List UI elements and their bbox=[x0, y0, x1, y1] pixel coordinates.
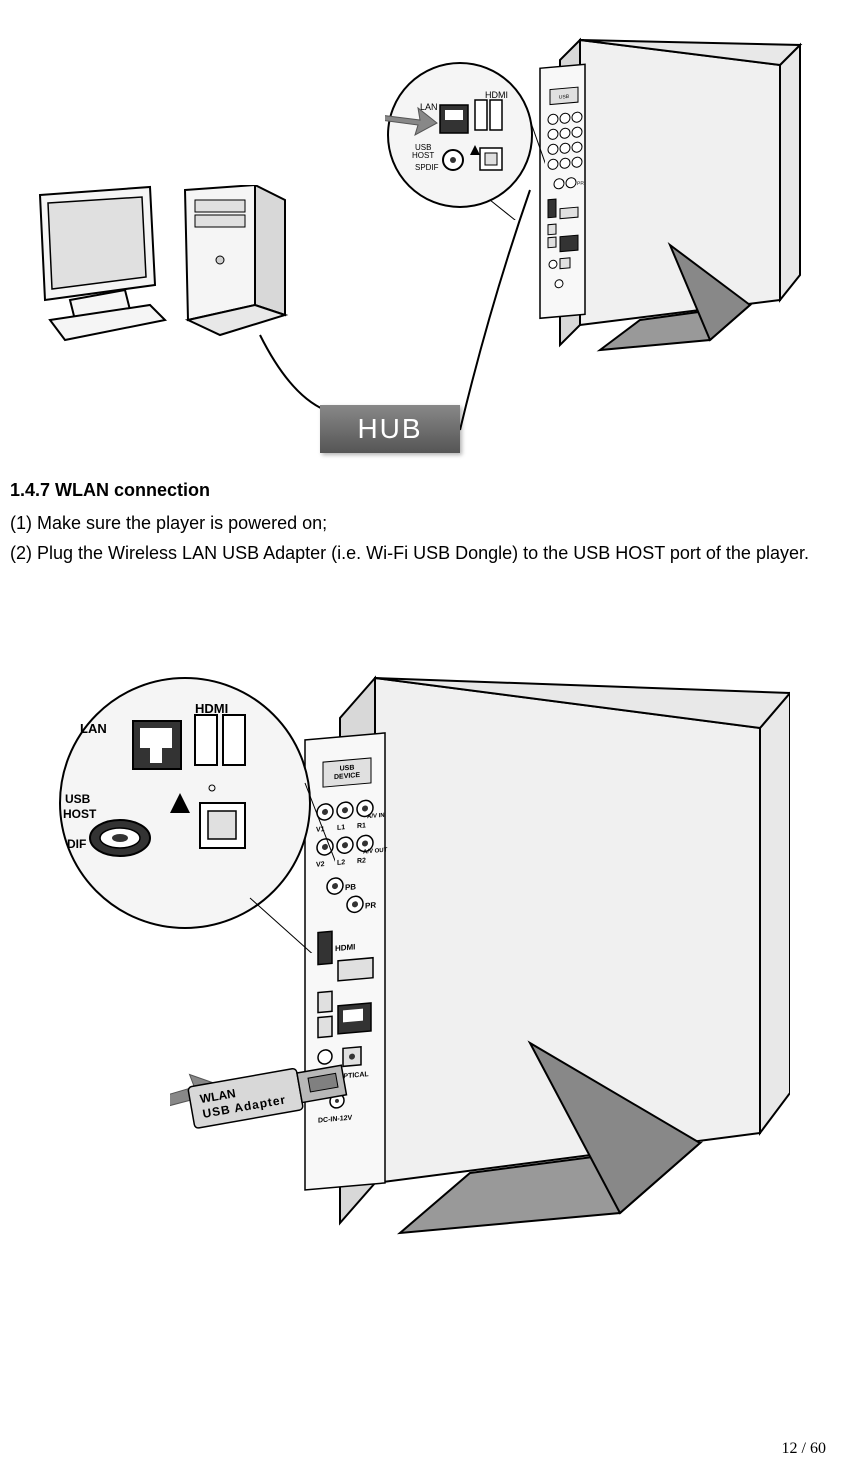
wlan-connection-diagram: USB DEVICE V1 L1 R1 A/V IN V2 L2 R2 A/V … bbox=[0, 603, 856, 1303]
spdif-label: SPDIF bbox=[415, 163, 439, 172]
wlan-usb-adapter: WLAN USB Adapter bbox=[170, 1043, 400, 1143]
r1-label: R1 bbox=[357, 823, 366, 831]
section-heading: 1.4.7 WLAN connection bbox=[10, 480, 846, 501]
computer-illustration bbox=[30, 185, 290, 385]
usb-host-label2: HOST bbox=[412, 151, 434, 160]
media-player-illustration: USB PR bbox=[520, 30, 810, 360]
step-2: (2) Plug the Wireless LAN USB Adapter (i… bbox=[10, 539, 846, 569]
r2-label: R2 bbox=[357, 858, 366, 866]
lan-label: LAN bbox=[420, 102, 438, 112]
wlan-section: 1.4.7 WLAN connection (1) Make sure the … bbox=[0, 460, 856, 568]
lan-connection-diagram: USB PR LAN bbox=[0, 10, 856, 460]
usb-device-label: USB bbox=[340, 765, 355, 773]
pr-label: PR bbox=[365, 901, 376, 911]
lan-label: LAN bbox=[80, 721, 107, 736]
pb-label: PB bbox=[345, 883, 356, 893]
host-label: HOST bbox=[63, 807, 97, 821]
dif-label: DIF bbox=[67, 837, 86, 851]
usb-label: USB bbox=[65, 792, 91, 806]
page-number: 12 / 60 bbox=[782, 1440, 826, 1458]
hub-label: HUB bbox=[357, 413, 422, 445]
hdmi-label: HDMI bbox=[195, 701, 228, 716]
usb-device-label: USB bbox=[559, 94, 570, 101]
l1-label: L1 bbox=[337, 825, 345, 833]
hdmi-port-label: HDMI bbox=[335, 943, 355, 954]
media-player-large-illustration: USB DEVICE V1 L1 R1 A/V IN V2 L2 R2 A/V … bbox=[270, 663, 790, 1263]
step-1: (1) Make sure the player is powered on; bbox=[10, 509, 846, 539]
usb-host-callout: LAN HDMI USB HOST DIF bbox=[55, 673, 335, 953]
l2-label: L2 bbox=[337, 860, 345, 868]
lan-port-callout: LAN HDMI USB HOST SPDIF bbox=[385, 60, 545, 220]
hub-box: HUB bbox=[320, 405, 460, 453]
pr-label: PR bbox=[577, 181, 584, 188]
hdmi-label: HDMI bbox=[485, 90, 508, 100]
